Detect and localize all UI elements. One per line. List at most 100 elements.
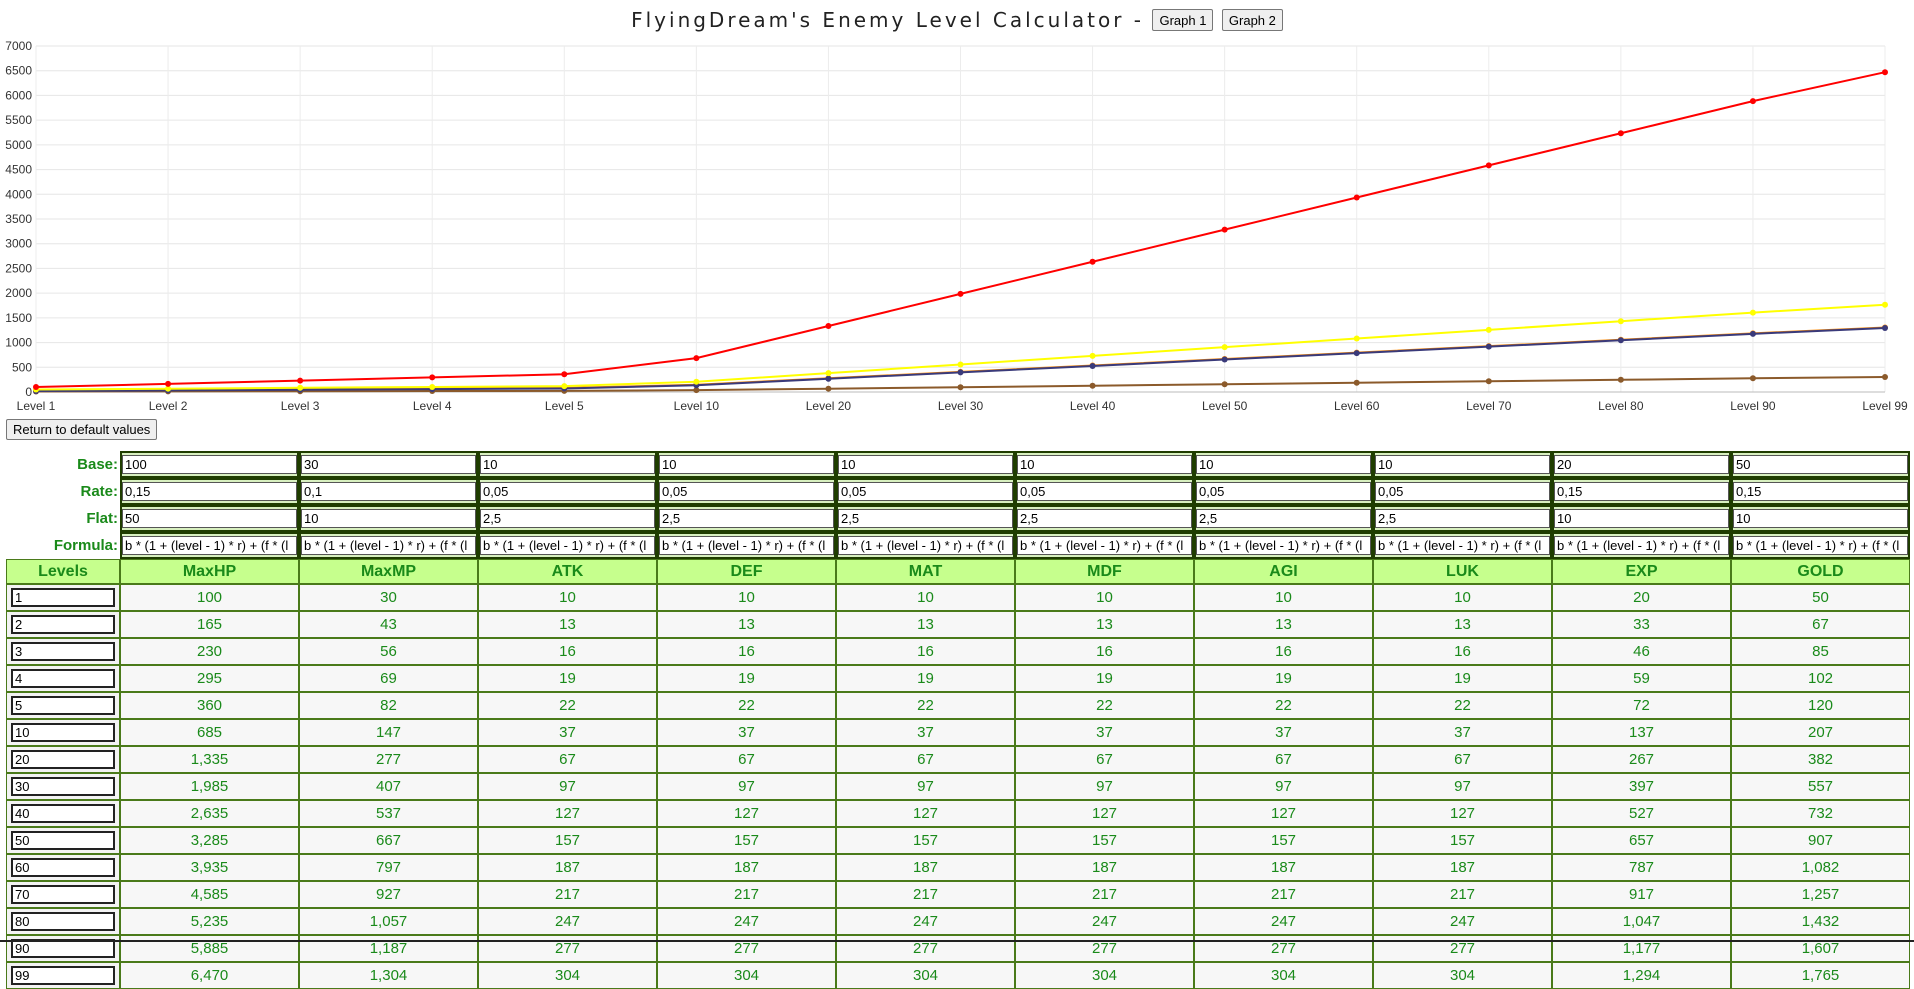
table-cell: 10 bbox=[478, 584, 657, 611]
base-input-mat[interactable] bbox=[838, 455, 1013, 474]
formula-input-exp[interactable] bbox=[1554, 536, 1729, 555]
series-point bbox=[1485, 378, 1492, 385]
rate-input-luk[interactable] bbox=[1375, 482, 1550, 501]
series-point bbox=[1617, 130, 1624, 137]
formula-input-maxmp[interactable] bbox=[301, 536, 476, 555]
level-input[interactable] bbox=[11, 858, 115, 877]
formula-input-gold[interactable] bbox=[1733, 536, 1908, 555]
flat-cell bbox=[1194, 505, 1373, 532]
formula-input-maxhp[interactable] bbox=[122, 536, 297, 555]
table-cell: 382 bbox=[1731, 746, 1910, 773]
series-point bbox=[1749, 375, 1756, 382]
reset-defaults-button[interactable]: Return to default values bbox=[6, 419, 158, 440]
flat-input-gold[interactable] bbox=[1733, 509, 1908, 528]
rate-input-atk[interactable] bbox=[480, 482, 655, 501]
x-tick-label: Level 20 bbox=[806, 399, 852, 413]
table-cell: 5,885 bbox=[120, 935, 299, 962]
flat-input-mat[interactable] bbox=[838, 509, 1013, 528]
flat-input-exp[interactable] bbox=[1554, 509, 1729, 528]
rate-input-def[interactable] bbox=[659, 482, 834, 501]
flat-input-luk[interactable] bbox=[1375, 509, 1550, 528]
y-tick-label: 4500 bbox=[5, 163, 32, 177]
base-input-gold[interactable] bbox=[1733, 455, 1908, 474]
graph-1-button[interactable]: Graph 1 bbox=[1152, 9, 1214, 31]
level-input[interactable] bbox=[11, 966, 115, 985]
level-cell bbox=[6, 584, 120, 611]
table-cell: 157 bbox=[1015, 827, 1194, 854]
level-input[interactable] bbox=[11, 642, 115, 661]
level-input[interactable] bbox=[11, 723, 115, 742]
flat-input-maxmp[interactable] bbox=[301, 509, 476, 528]
table-cell: 37 bbox=[1373, 719, 1552, 746]
rate-input-maxmp[interactable] bbox=[301, 482, 476, 501]
flat-input-def[interactable] bbox=[659, 509, 834, 528]
base-input-agi[interactable] bbox=[1196, 455, 1371, 474]
table-cell: 22 bbox=[478, 692, 657, 719]
base-input-atk[interactable] bbox=[480, 455, 655, 474]
level-input[interactable] bbox=[11, 912, 115, 931]
rate-input-exp[interactable] bbox=[1554, 482, 1729, 501]
series-point bbox=[825, 370, 832, 377]
level-input[interactable] bbox=[11, 804, 115, 823]
rate-input-mat[interactable] bbox=[838, 482, 1013, 501]
level-cell bbox=[6, 773, 120, 800]
base-input-exp[interactable] bbox=[1554, 455, 1729, 474]
flat-input-maxhp[interactable] bbox=[122, 509, 297, 528]
flat-input-agi[interactable] bbox=[1196, 509, 1371, 528]
table-cell: 360 bbox=[120, 692, 299, 719]
level-input[interactable] bbox=[11, 696, 115, 715]
series-point bbox=[1353, 350, 1360, 357]
table-cell: 277 bbox=[478, 935, 657, 962]
y-tick-label: 4000 bbox=[5, 187, 32, 201]
formula-input-mat[interactable] bbox=[838, 536, 1013, 555]
table-cell: 1,057 bbox=[299, 908, 478, 935]
formula-cell bbox=[478, 532, 657, 559]
base-input-maxhp[interactable] bbox=[122, 455, 297, 474]
level-input[interactable] bbox=[11, 885, 115, 904]
formula-input-luk[interactable] bbox=[1375, 536, 1550, 555]
level-input[interactable] bbox=[11, 615, 115, 634]
rate-input-maxhp[interactable] bbox=[122, 482, 297, 501]
level-input[interactable] bbox=[11, 777, 115, 796]
table-cell: 247 bbox=[836, 908, 1015, 935]
series-point bbox=[1089, 352, 1096, 359]
level-input[interactable] bbox=[11, 831, 115, 850]
base-cell bbox=[299, 451, 478, 478]
table-cell: 397 bbox=[1552, 773, 1731, 800]
y-tick-label: 7000 bbox=[5, 39, 32, 53]
graph-2-button[interactable]: Graph 2 bbox=[1221, 9, 1283, 31]
table-cell: 30 bbox=[299, 584, 478, 611]
level-input[interactable] bbox=[11, 669, 115, 688]
formula-input-agi[interactable] bbox=[1196, 536, 1371, 555]
table-cell: 917 bbox=[1552, 881, 1731, 908]
table-cell: 16 bbox=[478, 638, 657, 665]
rate-input-mdf[interactable] bbox=[1017, 482, 1192, 501]
flat-input-mdf[interactable] bbox=[1017, 509, 1192, 528]
series-point bbox=[561, 383, 568, 390]
series-point bbox=[33, 384, 39, 391]
formula-cell bbox=[1731, 532, 1910, 559]
level-input[interactable] bbox=[11, 750, 115, 769]
series-point bbox=[1485, 162, 1492, 169]
table-cell: 1,985 bbox=[120, 773, 299, 800]
level-input[interactable] bbox=[11, 588, 115, 607]
base-input-def[interactable] bbox=[659, 455, 834, 474]
table-cell: 407 bbox=[299, 773, 478, 800]
rate-cell bbox=[836, 478, 1015, 505]
flat-input-atk[interactable] bbox=[480, 509, 655, 528]
formula-input-def[interactable] bbox=[659, 536, 834, 555]
flat-cell bbox=[120, 505, 299, 532]
level-cell bbox=[6, 881, 120, 908]
formula-input-atk[interactable] bbox=[480, 536, 655, 555]
rate-input-gold[interactable] bbox=[1733, 482, 1908, 501]
base-input-maxmp[interactable] bbox=[301, 455, 476, 474]
table-cell: 685 bbox=[120, 719, 299, 746]
formula-input-mdf[interactable] bbox=[1017, 536, 1192, 555]
table-cell: 102 bbox=[1731, 665, 1910, 692]
table-cell: 217 bbox=[836, 881, 1015, 908]
table-cell: 127 bbox=[1015, 800, 1194, 827]
base-input-luk[interactable] bbox=[1375, 455, 1550, 474]
base-input-mdf[interactable] bbox=[1017, 455, 1192, 474]
rate-input-agi[interactable] bbox=[1196, 482, 1371, 501]
